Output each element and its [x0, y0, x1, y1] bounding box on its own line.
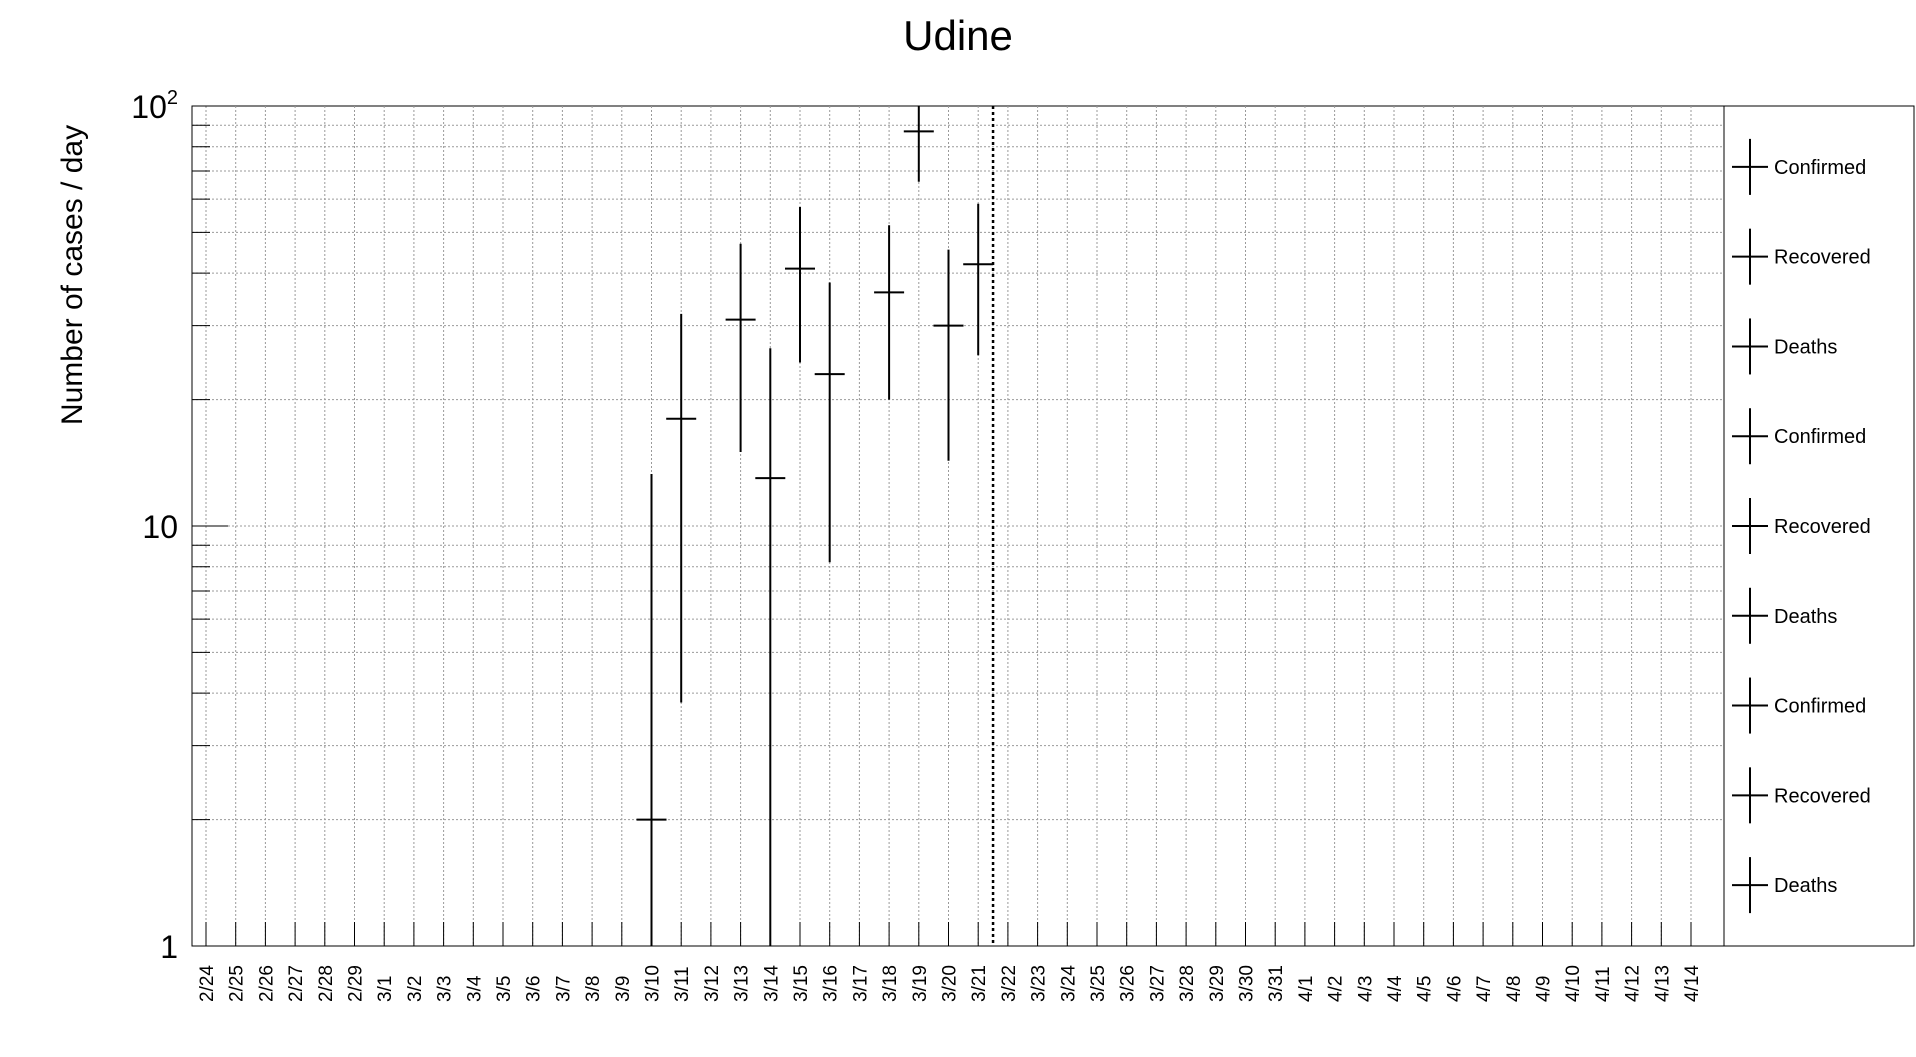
data-point [666, 313, 697, 703]
x-tick-label: 4/12 [1623, 965, 1644, 1002]
x-tick-label: 4/1 [1296, 976, 1317, 1002]
x-tick-label: 4/9 [1534, 976, 1555, 1002]
x-tick-label: 4/7 [1474, 976, 1495, 1002]
legend-entry: Deaths [1732, 587, 1837, 644]
x-tick-label: 2/24 [197, 965, 218, 1002]
x-tick-label: 3/16 [821, 965, 842, 1002]
x-tick-label: 4/10 [1563, 965, 1584, 1002]
x-tick-label: 3/9 [613, 976, 634, 1002]
x-tick-label: 4/6 [1444, 976, 1465, 1002]
x-tick-label: 3/28 [1177, 965, 1198, 1002]
data-points-layer [636, 106, 995, 946]
x-tick-label: 3/25 [1088, 965, 1109, 1002]
y-tick-label: 10 [142, 509, 178, 545]
x-tick-label: 4/3 [1355, 976, 1376, 1002]
x-tick-label: 3/24 [1058, 965, 1079, 1002]
x-tick-label: 3/31 [1266, 965, 1287, 1002]
y-axis-label: Number of cases / day [56, 125, 89, 425]
x-tick-label: 4/14 [1682, 965, 1703, 1002]
ticks-layer: 2/24 2/25 2/26 2/27 2/28 2/29 3/1 3/2 3/3 3/4 3/5 3… [131, 87, 1703, 1002]
x-tick-label: 3/26 [1118, 965, 1139, 1002]
x-tick-label: 3/14 [761, 965, 782, 1002]
x-tick-label: 3/12 [702, 965, 723, 1002]
legend-entry: Recovered [1732, 498, 1871, 554]
chart-title: Udine [903, 12, 1013, 59]
x-tick-label: 2/26 [256, 965, 277, 1002]
x-tick-label: 3/5 [494, 976, 515, 1002]
x-tick-label: 3/30 [1237, 965, 1258, 1002]
y-tick-label: 102 [131, 87, 178, 125]
x-tick-label: 3/15 [791, 965, 812, 1002]
legend-label: Confirmed [1774, 157, 1866, 179]
x-tick-label: 3/8 [583, 976, 604, 1002]
legend-entry: Confirmed [1732, 408, 1866, 465]
y-tick-label: 1 [160, 929, 178, 965]
y-tick-exponent: 2 [167, 87, 178, 109]
data-point [725, 243, 756, 453]
x-tick-label: 2/27 [286, 965, 307, 1002]
legend-entry: Recovered [1732, 228, 1871, 285]
grid-layer [192, 106, 1724, 946]
x-tick-label: 3/29 [1207, 965, 1228, 1002]
x-tick-label: 3/13 [732, 965, 753, 1002]
x-tick-label: 3/3 [435, 976, 456, 1002]
x-tick-label: 3/22 [999, 965, 1020, 1002]
x-tick-label: 3/10 [643, 965, 664, 1002]
legend-entry: Confirmed [1732, 138, 1866, 195]
x-tick-label: 3/2 [405, 976, 426, 1002]
data-point [903, 106, 934, 182]
data-point [933, 249, 964, 461]
x-tick-label: 3/6 [524, 976, 545, 1002]
data-point [814, 282, 845, 563]
x-tick-label: 3/27 [1147, 965, 1168, 1002]
x-tick-label: 3/19 [910, 965, 931, 1002]
x-tick-label: 3/23 [1029, 965, 1050, 1002]
data-point [874, 225, 905, 400]
x-tick-label: 3/21 [969, 965, 990, 1002]
x-tick-label: 3/4 [464, 975, 485, 1002]
legend-label: Recovered [1774, 785, 1871, 807]
x-tick-label: 4/2 [1326, 976, 1347, 1002]
data-point [755, 348, 786, 946]
x-tick-label: 2/28 [316, 965, 337, 1002]
data-point [785, 206, 815, 363]
x-tick-label: 2/25 [227, 965, 248, 1002]
x-tick-label: 4/4 [1385, 975, 1406, 1002]
x-tick-label: 4/5 [1415, 976, 1436, 1002]
x-tick-label: 4/8 [1504, 976, 1525, 1002]
legend-label: Deaths [1774, 336, 1837, 358]
legend-entries: Confirmed Recovered Deaths Confirmed Recover… [1732, 138, 1871, 914]
data-point [636, 473, 667, 946]
x-tick-label: 4/13 [1652, 965, 1673, 1002]
legend-label: Recovered [1774, 516, 1871, 538]
data-point [963, 203, 994, 356]
legend-label: Deaths [1774, 606, 1837, 628]
legend-label: Confirmed [1774, 426, 1866, 448]
x-tick-label: 3/20 [940, 965, 961, 1002]
x-tick-label: 3/1 [375, 976, 396, 1002]
legend-entry: Deaths [1732, 318, 1837, 375]
legend-entry: Deaths [1732, 857, 1837, 914]
x-tick-label: 3/18 [880, 965, 901, 1002]
x-tick-label: 3/11 [672, 966, 693, 1002]
legend-label: Recovered [1774, 247, 1871, 269]
x-tick-label: 3/7 [553, 976, 574, 1002]
legend-label: Confirmed [1774, 696, 1866, 718]
x-tick-label: 3/17 [850, 965, 871, 1002]
legend-entry: Recovered [1732, 767, 1871, 824]
legend-label: Deaths [1774, 875, 1837, 897]
legend-entry: Confirmed [1732, 677, 1866, 734]
x-tick-label: 4/11 [1593, 966, 1614, 1002]
x-tick-label: 2/29 [346, 965, 367, 1002]
